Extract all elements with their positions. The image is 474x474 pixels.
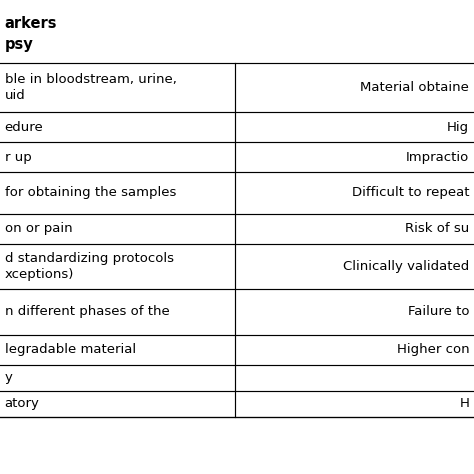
Text: y: y <box>5 371 13 384</box>
Text: arkers: arkers <box>5 16 57 31</box>
Text: Hig: Hig <box>447 121 469 134</box>
Text: Material obtaine: Material obtaine <box>360 81 469 94</box>
Text: edure: edure <box>5 121 44 134</box>
Text: Impractio: Impractio <box>406 151 469 164</box>
Text: r up: r up <box>5 151 31 164</box>
Text: n different phases of the: n different phases of the <box>5 305 170 319</box>
Text: H: H <box>459 397 469 410</box>
Text: d standardizing protocols
xceptions): d standardizing protocols xceptions) <box>5 252 174 281</box>
Text: on or pain: on or pain <box>5 222 73 235</box>
Text: Clinically validated: Clinically validated <box>343 260 469 273</box>
Text: psy: psy <box>5 37 34 52</box>
Text: Higher con: Higher con <box>397 343 469 356</box>
Text: Difficult to repeat: Difficult to repeat <box>352 186 469 200</box>
Text: ble in bloodstream, urine,
uid: ble in bloodstream, urine, uid <box>5 73 177 102</box>
Text: for obtaining the samples: for obtaining the samples <box>5 186 176 200</box>
Text: Failure to: Failure to <box>408 305 469 319</box>
Text: atory: atory <box>5 397 40 410</box>
Text: Risk of su: Risk of su <box>405 222 469 235</box>
Text: legradable material: legradable material <box>5 343 136 356</box>
